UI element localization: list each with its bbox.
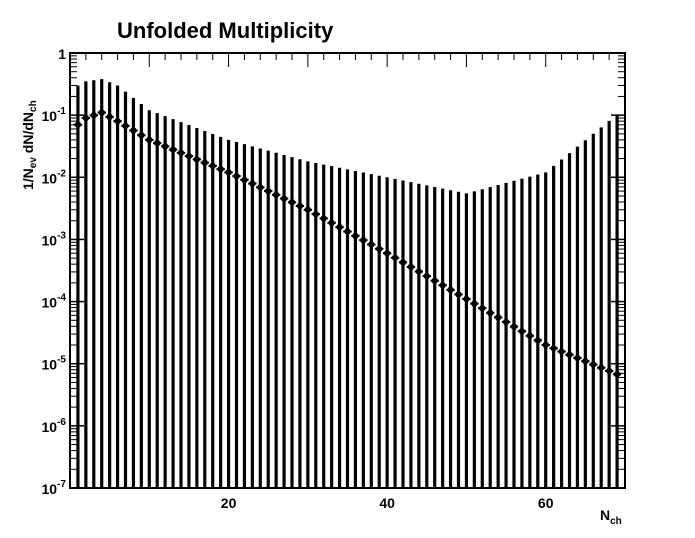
data-point bbox=[161, 143, 169, 150]
data-point bbox=[431, 277, 438, 284]
x-tick-label: 60 bbox=[538, 495, 554, 511]
data-point bbox=[209, 162, 216, 170]
data-point bbox=[479, 305, 486, 312]
data-point bbox=[534, 337, 541, 344]
data-point bbox=[439, 282, 446, 289]
data-point bbox=[407, 263, 415, 271]
x-axis-ticks: 20 40 60 bbox=[85, 53, 610, 511]
data-point bbox=[471, 300, 478, 307]
data-point bbox=[177, 149, 185, 157]
y-tick-label: 10-1 bbox=[42, 106, 67, 124]
data-point bbox=[82, 114, 90, 122]
data-point bbox=[272, 191, 280, 199]
y-axis-ticks: 1 10-1 10-2 10-3 10-4 10-5 10-6 10-7 bbox=[42, 46, 625, 497]
x-axis-label: Nch bbox=[600, 507, 622, 527]
data-point bbox=[154, 139, 161, 147]
data-point bbox=[288, 199, 296, 206]
data-point bbox=[383, 250, 391, 257]
y-tick-label: 10-7 bbox=[42, 479, 67, 497]
data-point bbox=[487, 309, 494, 317]
data-point bbox=[74, 121, 82, 128]
data-point bbox=[106, 113, 113, 121]
data-point bbox=[463, 295, 470, 303]
data-point bbox=[201, 159, 208, 166]
data-point bbox=[423, 272, 430, 280]
data-point bbox=[265, 187, 272, 195]
data-point bbox=[280, 195, 288, 202]
data-point bbox=[391, 254, 399, 261]
data-point bbox=[233, 172, 240, 180]
data-point bbox=[368, 241, 375, 248]
chart-title: Unfolded Multiplicity bbox=[117, 18, 334, 43]
y-tick-label: 1 bbox=[58, 46, 66, 62]
data-point bbox=[502, 318, 510, 326]
data-point bbox=[344, 228, 351, 235]
data-point bbox=[550, 345, 557, 352]
data-point bbox=[225, 169, 232, 176]
data-point bbox=[542, 341, 549, 349]
data-point bbox=[447, 286, 454, 294]
y-tick-label: 10-3 bbox=[42, 230, 67, 248]
data-point bbox=[320, 215, 327, 222]
error-bars bbox=[76, 79, 619, 488]
data-point bbox=[146, 136, 153, 144]
data-point bbox=[415, 268, 423, 275]
data-point bbox=[90, 112, 97, 119]
data-point bbox=[304, 206, 312, 213]
data-point bbox=[193, 156, 201, 163]
data-point bbox=[574, 354, 581, 362]
data-point bbox=[360, 236, 367, 244]
data-point bbox=[558, 348, 565, 355]
data-point bbox=[455, 291, 462, 298]
data-point bbox=[257, 184, 264, 191]
data-points bbox=[73, 109, 622, 378]
plot-frame bbox=[69, 52, 626, 489]
y-axis-label: 1/Nev dN/dNch bbox=[20, 100, 39, 190]
data-point bbox=[336, 223, 343, 231]
data-point bbox=[526, 332, 534, 340]
data-point bbox=[185, 152, 193, 160]
data-point bbox=[98, 109, 105, 116]
data-point bbox=[566, 351, 573, 358]
x-tick-label: 40 bbox=[379, 495, 395, 511]
x-tick-label: 20 bbox=[221, 495, 237, 511]
data-point bbox=[122, 122, 129, 130]
data-point bbox=[114, 117, 121, 125]
data-point bbox=[249, 180, 256, 187]
data-point bbox=[518, 328, 526, 335]
data-point bbox=[598, 364, 605, 371]
data-point bbox=[613, 371, 621, 378]
data-point bbox=[582, 358, 589, 365]
y-tick-label: 10-6 bbox=[42, 417, 67, 435]
data-point bbox=[590, 361, 597, 368]
data-point bbox=[241, 176, 248, 184]
data-point bbox=[376, 245, 383, 253]
data-point bbox=[130, 127, 137, 134]
data-point bbox=[217, 165, 224, 173]
data-point bbox=[296, 202, 304, 210]
data-point bbox=[312, 210, 319, 218]
data-point bbox=[138, 131, 145, 139]
y-tick-label: 10-5 bbox=[42, 355, 67, 373]
data-point bbox=[605, 367, 613, 375]
y-tick-label: 10-2 bbox=[42, 168, 67, 186]
data-point bbox=[328, 219, 335, 227]
data-point bbox=[399, 259, 407, 266]
y-tick-label: 10-4 bbox=[42, 293, 67, 311]
data-point bbox=[169, 146, 177, 153]
data-point bbox=[352, 232, 359, 240]
data-point bbox=[494, 314, 502, 321]
data-point bbox=[510, 323, 518, 330]
